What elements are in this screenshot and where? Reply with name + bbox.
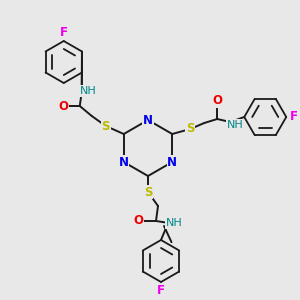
Text: O: O xyxy=(59,100,69,112)
Text: F: F xyxy=(60,26,68,40)
Text: N: N xyxy=(119,155,129,169)
Text: S: S xyxy=(101,119,110,133)
Text: S: S xyxy=(144,185,152,199)
Text: N: N xyxy=(167,155,177,169)
Text: O: O xyxy=(212,94,222,107)
Text: F: F xyxy=(157,284,165,296)
Text: F: F xyxy=(290,110,298,124)
Text: S: S xyxy=(186,122,194,136)
Text: NH: NH xyxy=(227,120,244,130)
Text: O: O xyxy=(133,214,143,227)
Text: N: N xyxy=(143,113,153,127)
Text: NH: NH xyxy=(166,218,182,228)
Text: NH: NH xyxy=(80,86,96,96)
